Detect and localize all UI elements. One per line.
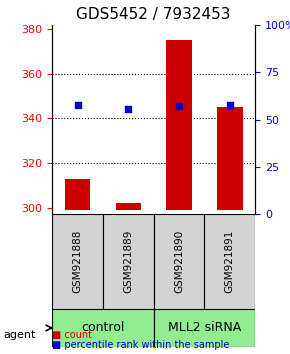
FancyBboxPatch shape [103, 214, 154, 309]
Bar [217, 107, 242, 210]
Bar [65, 179, 90, 210]
FancyBboxPatch shape [154, 309, 255, 347]
Text: GSM921889: GSM921889 [123, 230, 133, 293]
Text: MLL2 siRNA: MLL2 siRNA [168, 321, 241, 335]
Text: ■ count: ■ count [52, 330, 92, 339]
Point [227, 102, 232, 108]
FancyBboxPatch shape [154, 214, 204, 309]
FancyBboxPatch shape [52, 214, 103, 309]
Text: GSM921888: GSM921888 [72, 230, 83, 293]
Point [177, 103, 182, 109]
Text: GSM921890: GSM921890 [174, 230, 184, 293]
Point [126, 106, 130, 112]
Text: control: control [81, 321, 125, 335]
Text: agent: agent [3, 330, 35, 339]
FancyBboxPatch shape [52, 309, 154, 347]
Title: GDS5452 / 7932453: GDS5452 / 7932453 [77, 7, 231, 22]
Text: ■ percentile rank within the sample: ■ percentile rank within the sample [52, 340, 230, 350]
Bar [166, 40, 192, 210]
Bar [116, 203, 141, 210]
Text: GSM921891: GSM921891 [225, 230, 235, 293]
Point [75, 102, 80, 108]
FancyBboxPatch shape [204, 214, 255, 309]
